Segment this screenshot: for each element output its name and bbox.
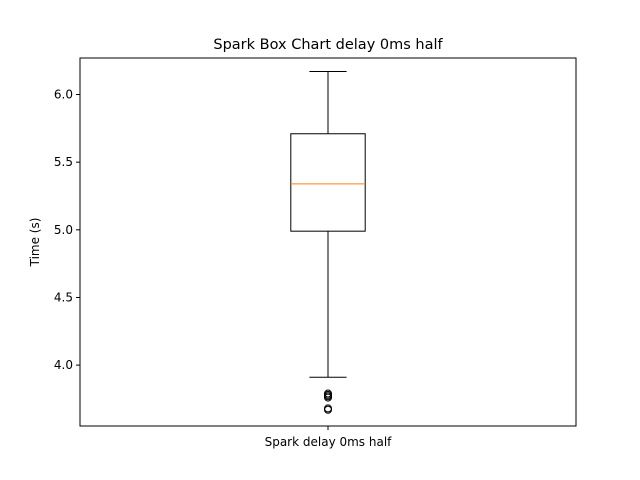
y-tick-label: 4.0 — [54, 358, 73, 372]
plot-frame — [79, 57, 577, 427]
y-tick-label: 5.0 — [54, 223, 73, 237]
x-tick-label: Spark delay 0ms half — [265, 435, 393, 449]
y-tick-label: 4.5 — [54, 290, 73, 304]
outlier-point — [324, 404, 332, 413]
chart-title: Spark Box Chart delay 0ms half — [213, 37, 443, 53]
y-tick-label: 6.0 — [54, 88, 73, 102]
y-axis-title: Time (s) — [28, 218, 42, 268]
box-iqr — [290, 133, 366, 232]
y-tick-label: 5.5 — [54, 155, 73, 169]
plot-area: 4.0 4.5 5.0 5.5 6.0 Spark delay 0ms half — [54, 71, 393, 449]
outlier-point — [324, 389, 332, 398]
